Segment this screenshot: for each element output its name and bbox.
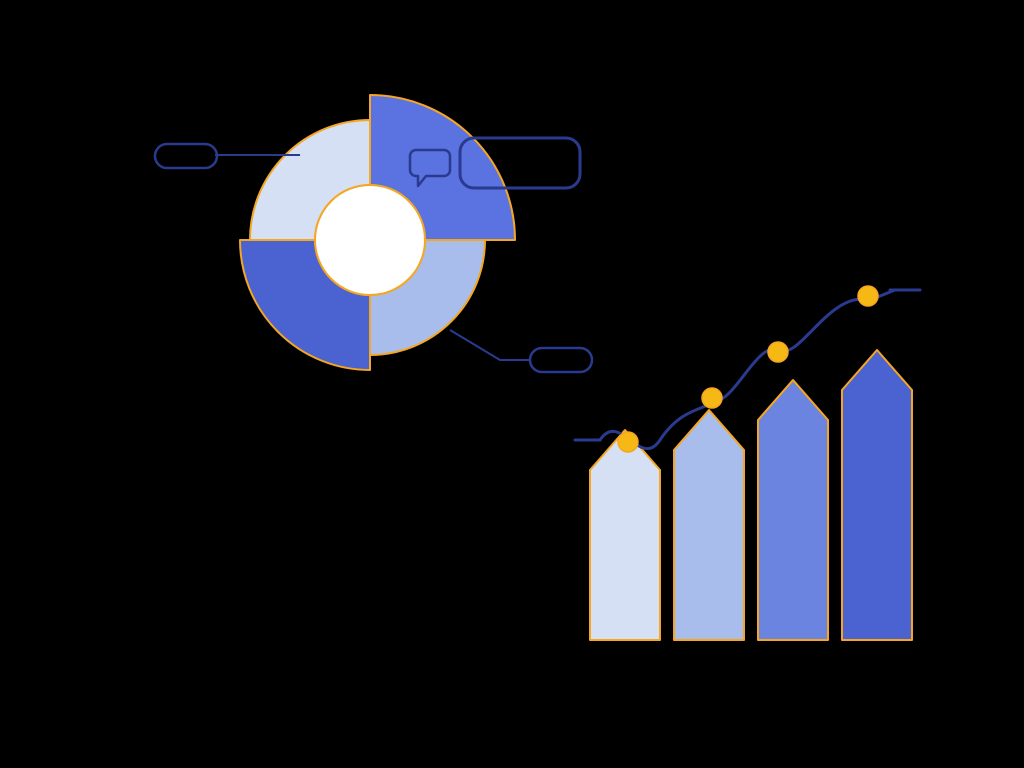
trend-dot-3 (858, 286, 878, 306)
bar-1 (674, 410, 744, 640)
bar-3 (842, 350, 912, 640)
bar-2 (758, 380, 828, 640)
trend-dot-1 (702, 388, 722, 408)
trend-dot-2 (768, 342, 788, 362)
trend-dot-0 (618, 432, 638, 452)
donut-center (315, 185, 425, 295)
bar-0 (590, 430, 660, 640)
